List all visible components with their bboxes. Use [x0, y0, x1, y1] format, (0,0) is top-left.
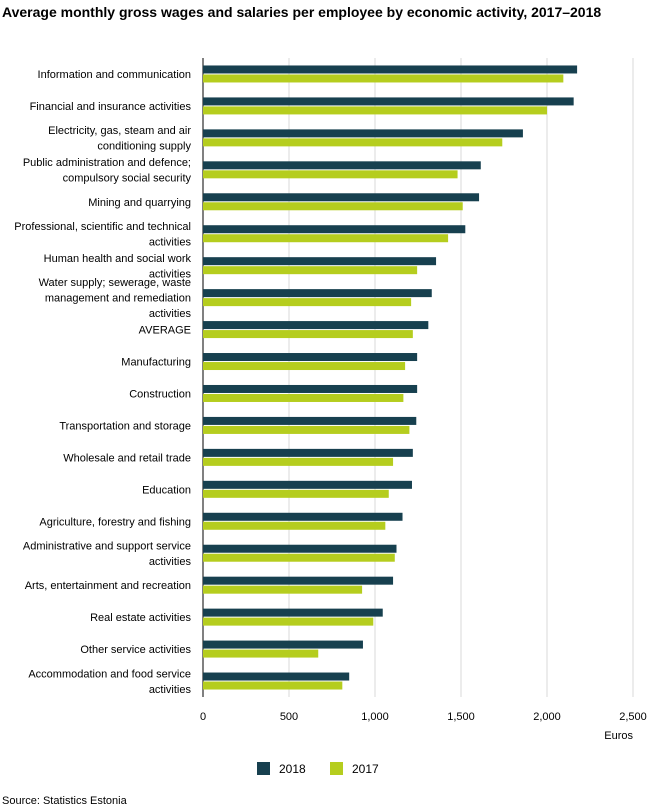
category-label: Mining and quarrying [88, 197, 191, 209]
bar-2018-9 [203, 353, 418, 362]
bar-2017-15 [203, 553, 395, 562]
bar-2017-16 [203, 585, 363, 594]
bar-2017-3 [203, 170, 458, 179]
category-label: Electricity, gas, steam and air condition… [48, 125, 191, 153]
bar-2017-12 [203, 457, 394, 466]
category-label: AVERAGE [139, 325, 191, 337]
legend-swatch-2017 [330, 762, 343, 775]
source-note: Source: Statistics Estonia [2, 795, 127, 807]
x-tick-label: 1,000 [361, 711, 389, 723]
bar-2017-17 [203, 617, 374, 626]
legend-label-2018: 2018 [279, 762, 306, 776]
bar-2018-13 [203, 480, 412, 489]
x-tick-label: 0 [200, 711, 206, 723]
category-label: Accommodation and food service activities [28, 668, 191, 696]
category-label: Administrative and support service activi… [23, 540, 192, 568]
bar-2018-0 [203, 65, 578, 74]
bar-2017-19 [203, 681, 343, 690]
bar-2017-7 [203, 298, 412, 307]
bar-2018-1 [203, 97, 574, 106]
bar-2017-8 [203, 330, 413, 339]
bar-2018-6 [203, 257, 437, 266]
category-label: Information and communication [38, 69, 191, 81]
bar-2018-4 [203, 193, 480, 202]
bar-2017-14 [203, 521, 386, 530]
category-label: Financial and insurance activities [30, 101, 192, 113]
category-label: Manufacturing [121, 357, 191, 369]
bar-2017-6 [203, 266, 418, 275]
bar-2018-2 [203, 129, 523, 138]
bar-2018-5 [203, 225, 466, 234]
bar-2017-18 [203, 649, 319, 658]
x-axis-label: Euros [604, 730, 633, 742]
x-tick-label: 500 [280, 711, 298, 723]
bar-2017-10 [203, 393, 404, 402]
category-label: Other service activities [80, 644, 191, 656]
bar-2018-8 [203, 321, 429, 330]
bar-2017-4 [203, 202, 463, 211]
category-label: Water supply; sewerage, waste management … [39, 277, 192, 320]
bar-2018-17 [203, 608, 383, 617]
bar-2017-1 [203, 106, 547, 115]
category-label: Wholesale and retail trade [63, 452, 191, 464]
bar-2018-7 [203, 289, 432, 298]
bar-2018-18 [203, 640, 363, 649]
category-label: Professional, scientific and technical ac… [14, 221, 191, 249]
bar-2017-2 [203, 138, 503, 147]
x-tick-label: 2,500 [619, 711, 647, 723]
x-tick-label: 1,500 [447, 711, 475, 723]
bar-2018-10 [203, 384, 418, 393]
bar-2018-3 [203, 161, 481, 170]
bar-2018-15 [203, 544, 397, 553]
category-label: Agriculture, forestry and fishing [39, 516, 191, 528]
bar-2018-19 [203, 672, 350, 681]
bar-2017-0 [203, 74, 564, 83]
bar-2017-9 [203, 362, 406, 371]
category-label: Construction [129, 388, 191, 400]
bar-2017-13 [203, 489, 389, 498]
bar-2018-11 [203, 416, 417, 425]
bar-2017-5 [203, 234, 449, 243]
category-label: Public administration and defence; compul… [23, 157, 192, 185]
bar-2017-11 [203, 425, 410, 434]
bar-2018-16 [203, 576, 394, 585]
legend-label-2017: 2017 [352, 762, 379, 776]
category-label: Arts, entertainment and recreation [25, 580, 191, 592]
category-label: Real estate activities [90, 612, 191, 624]
legend-swatch-2018 [257, 762, 270, 775]
category-label: Education [142, 484, 191, 496]
category-label: Human health and social work activities [44, 253, 192, 281]
category-label: Transportation and storage [59, 420, 191, 432]
bar-2018-14 [203, 512, 403, 521]
bar-2018-12 [203, 448, 413, 457]
chart-title: Average monthly gross wages and salaries… [2, 4, 602, 20]
x-tick-label: 2,000 [533, 711, 561, 723]
